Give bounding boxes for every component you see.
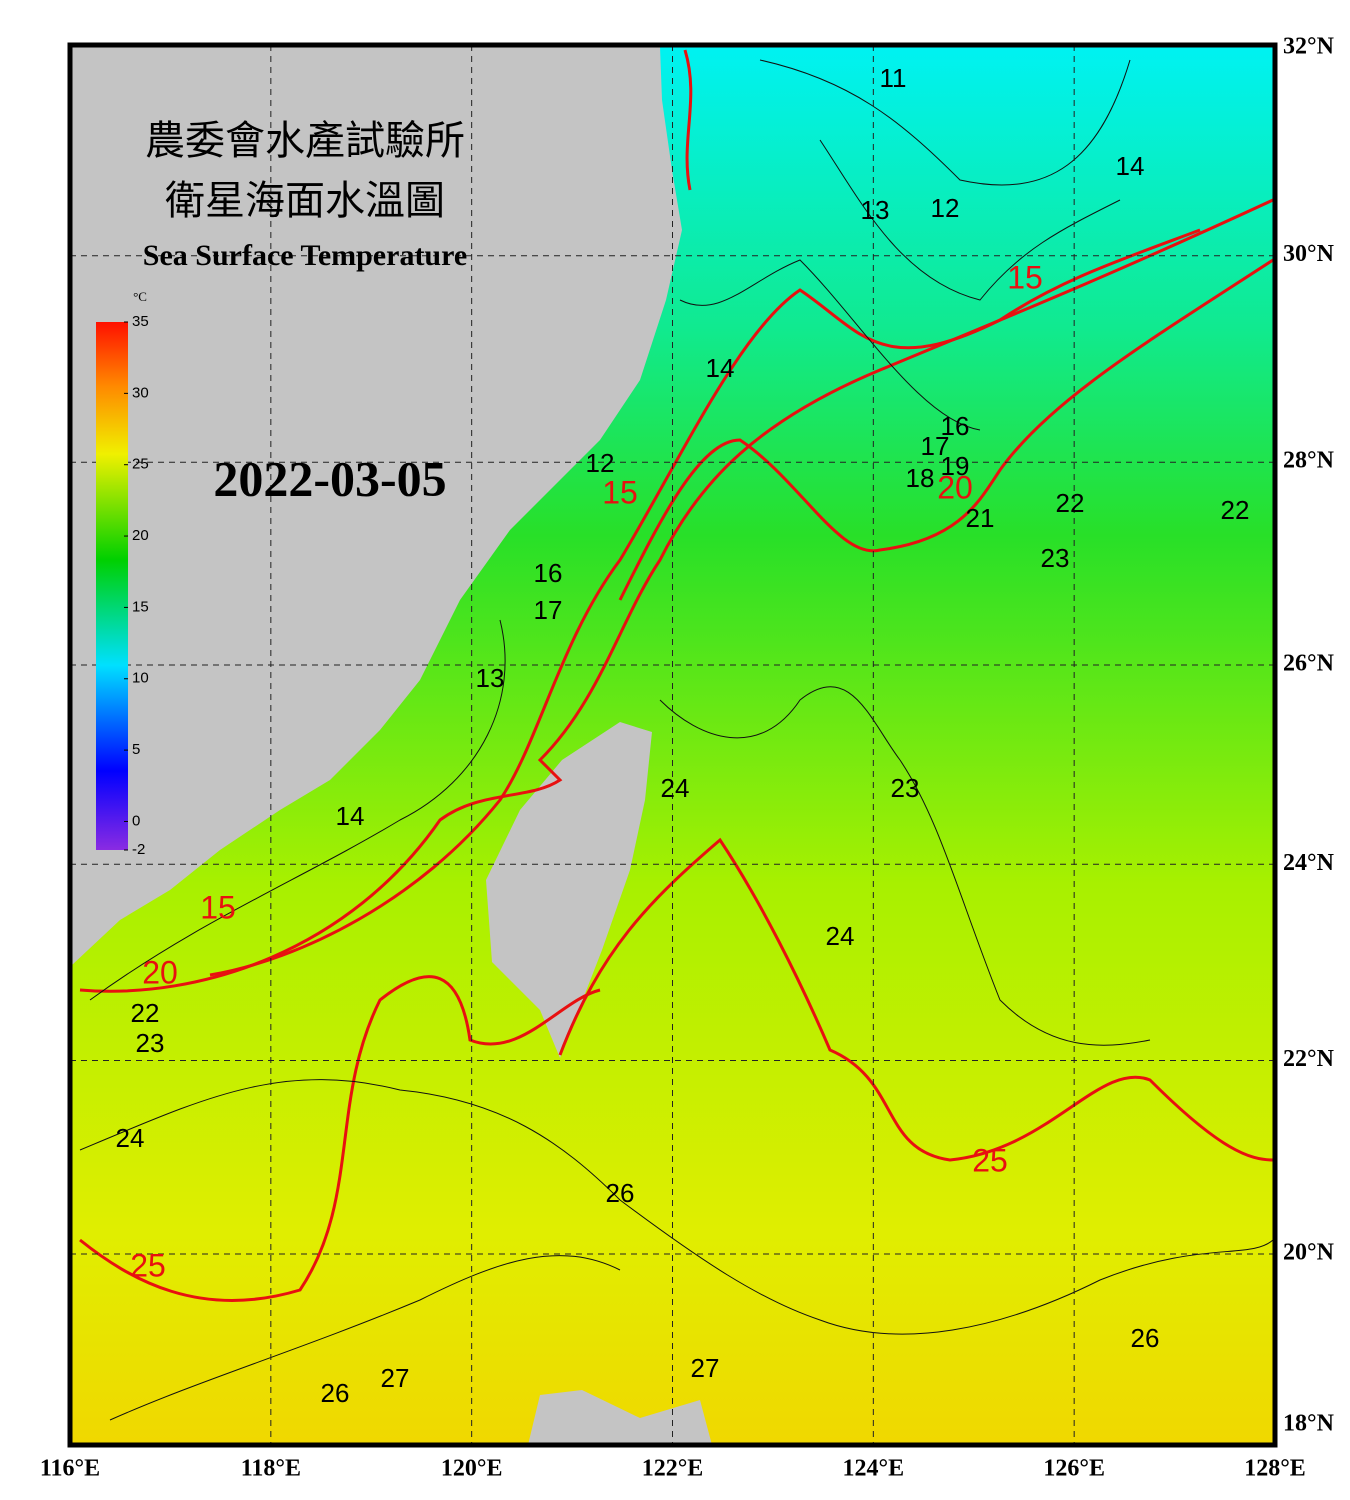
contour-label: 22 <box>1221 495 1250 525</box>
title-en: Sea Surface Temperature <box>143 239 467 272</box>
colorbar-tick-label: 30 <box>132 384 149 401</box>
x-tick-label: 118°E <box>241 1456 301 1482</box>
contour-label-red: 25 <box>130 1247 166 1283</box>
contour-label-red: 20 <box>142 954 178 990</box>
contour-label: 24 <box>116 1123 145 1153</box>
contour-label: 14 <box>336 801 365 831</box>
contour-label: 24 <box>826 921 855 951</box>
colorbar-tick-label: 5 <box>132 741 140 758</box>
contour-label-red: 20 <box>937 469 973 505</box>
red-contours <box>79 49 1273 1302</box>
y-tick-label: 20°N <box>1283 1239 1335 1265</box>
contour-label: 13 <box>861 195 890 225</box>
contour-label: 22 <box>131 998 160 1028</box>
black-contours <box>79 59 1273 1421</box>
x-tick-label: 128°E <box>1244 1456 1306 1482</box>
y-tick-label: 28°N <box>1283 448 1335 474</box>
colorbar-unit: °C <box>133 289 147 304</box>
contour-label: 24 <box>661 773 690 803</box>
contour-label: 16 <box>941 411 970 441</box>
y-tick-label: 30°N <box>1283 241 1335 267</box>
contour-label-red: 15 <box>1007 259 1043 295</box>
contour-label: 14 <box>706 353 735 383</box>
grid <box>72 47 1273 1443</box>
contour-label: 26 <box>1131 1323 1160 1353</box>
y-tick-label: 22°N <box>1283 1046 1335 1072</box>
contour-label: 18 <box>906 463 935 493</box>
contour-label: 23 <box>891 773 920 803</box>
date: 2022-03-05 <box>213 450 446 506</box>
land-taiwan <box>486 722 652 1058</box>
y-tick-label: 26°N <box>1283 650 1335 676</box>
colorbar-tick-label: 10 <box>132 670 149 687</box>
contour-label: 12 <box>586 448 615 478</box>
colorbar-tick-label: 25 <box>132 456 149 473</box>
land-china <box>72 47 682 965</box>
x-tick-label: 124°E <box>843 1456 905 1482</box>
colorbar-tick-label: -2 <box>132 841 145 858</box>
contour-label: 26 <box>321 1378 350 1408</box>
frame <box>67 42 1278 1448</box>
x-tick-label: 126°E <box>1043 1456 1105 1482</box>
y-tick-label: 32°N <box>1283 34 1335 60</box>
contour-label: 22 <box>1056 488 1085 518</box>
contour-label: 14 <box>1116 151 1145 181</box>
y-tick-label: 24°N <box>1283 850 1335 876</box>
contour-label-red: 15 <box>200 889 236 925</box>
title-zh-1: 農委會水產試驗所 <box>145 118 465 163</box>
x-tick-label: 122°E <box>642 1456 704 1482</box>
colorbar <box>96 322 128 850</box>
title-zh-2: 衛星海面水溫圖 <box>165 178 445 223</box>
ticks: 116°E 118°E 120°E 122°E 124°E 126°E 128°E 32°N 3… <box>40 34 1335 1482</box>
contour-label: 27 <box>691 1353 720 1383</box>
contour-label: 11 <box>880 63 907 93</box>
contour-label-red: 15 <box>602 474 638 510</box>
colorbar-tick-label: 35 <box>132 313 149 330</box>
colorbar-tick-label: 20 <box>132 527 149 544</box>
contour-label: 23 <box>136 1028 165 1058</box>
contour-label: 26 <box>606 1178 635 1208</box>
contour-label: 12 <box>931 193 960 223</box>
contour-label: 17 <box>921 431 950 461</box>
y-tick-label: 18°N <box>1283 1411 1335 1437</box>
colorbar-tick-label: 0 <box>132 812 140 829</box>
contour-label: 13 <box>476 663 505 693</box>
land-luzon <box>528 1390 712 1443</box>
x-tick-label: 116°E <box>40 1456 100 1482</box>
x-tick-label: 120°E <box>441 1456 503 1482</box>
contour-label: 21 <box>966 503 995 533</box>
contour-label: 17 <box>534 595 563 625</box>
contour-label: 16 <box>534 558 563 588</box>
colorbar-tick-label: 15 <box>132 598 149 615</box>
contour-label-red: 25 <box>972 1142 1008 1178</box>
contour-label: 27 <box>381 1363 410 1393</box>
contour-label: 23 <box>1041 543 1070 573</box>
contour-label: 19 <box>941 451 970 481</box>
